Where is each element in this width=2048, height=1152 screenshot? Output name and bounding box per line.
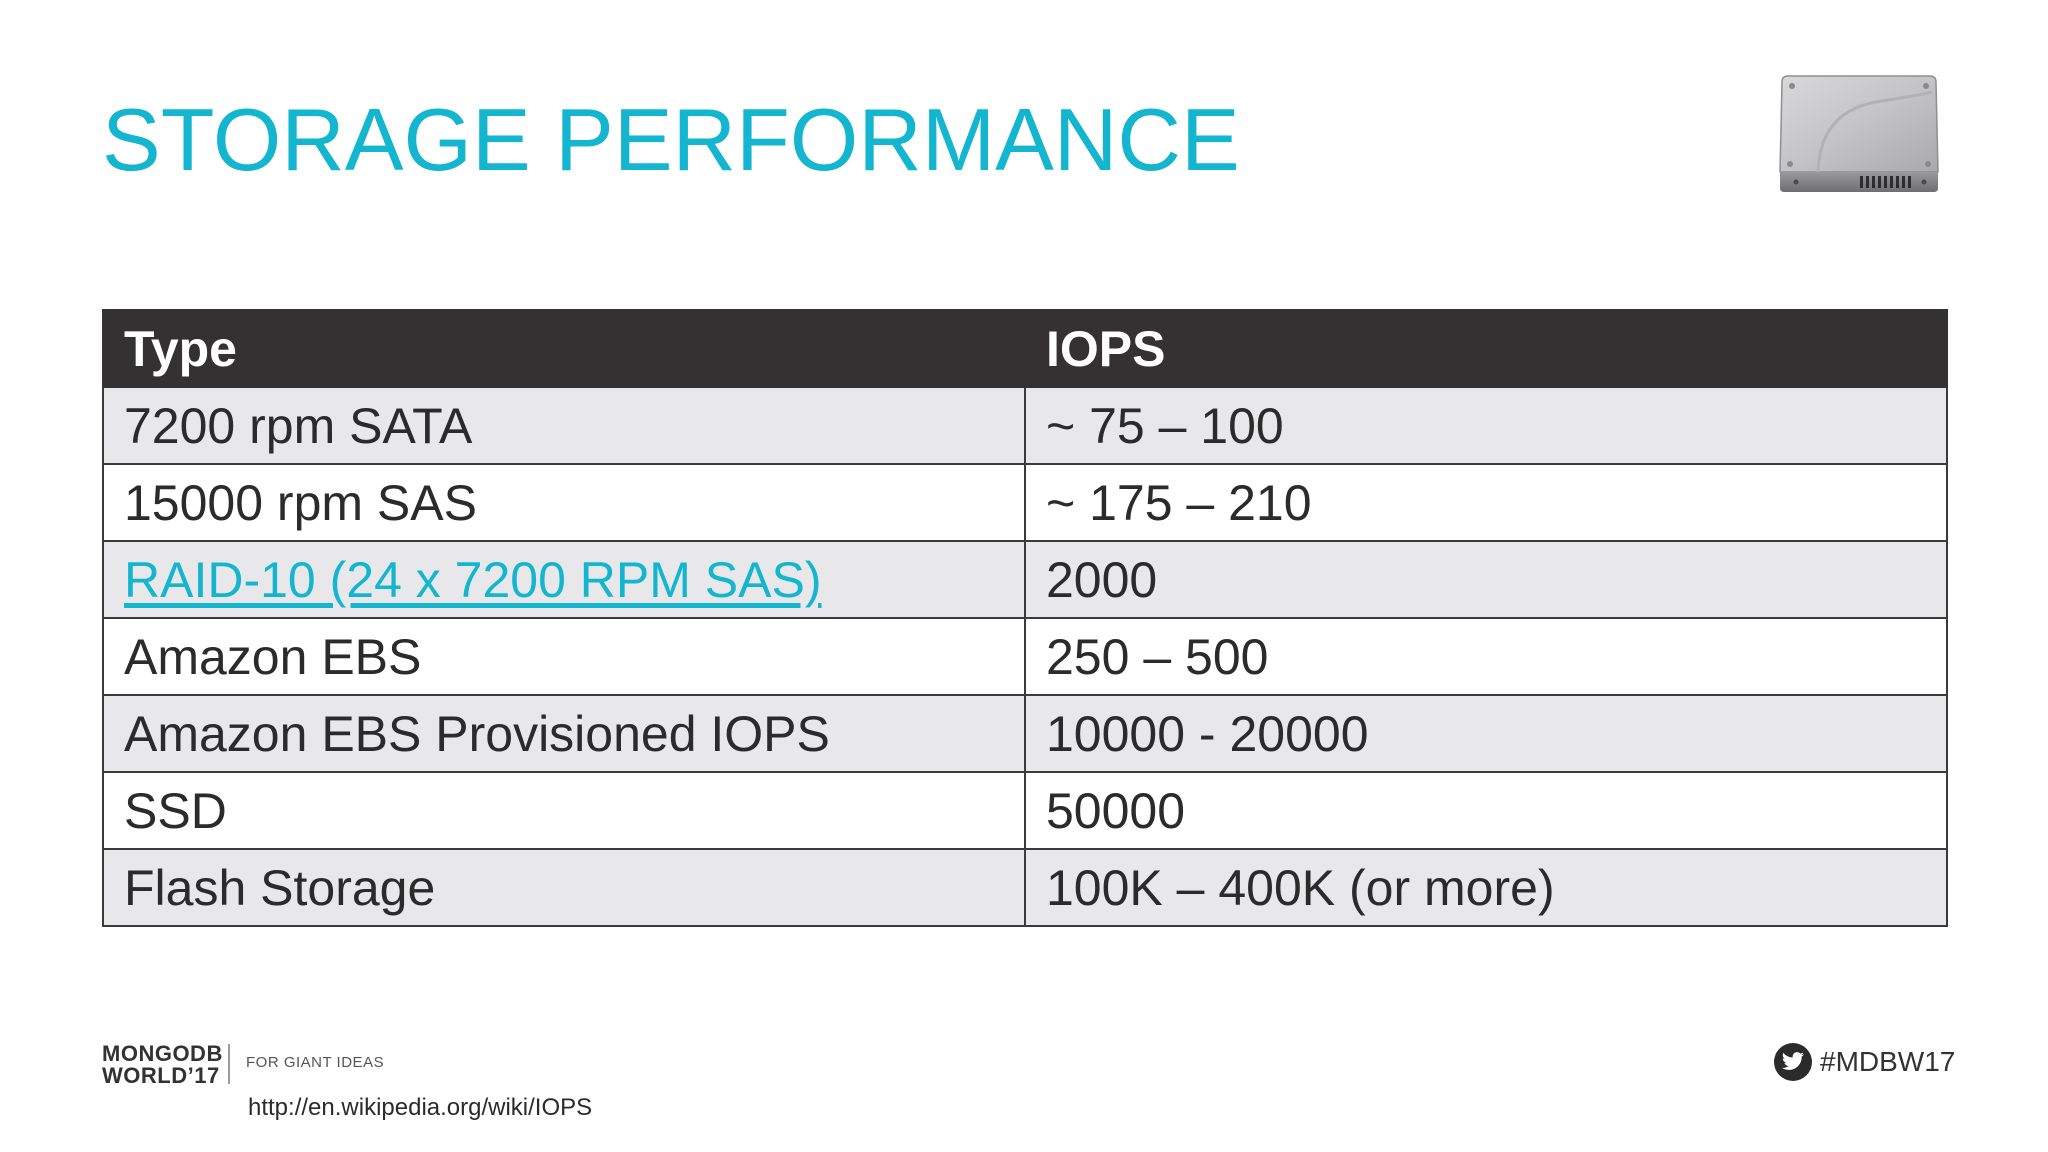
column-header-type: Type — [102, 309, 1026, 388]
table-row: Amazon EBS Provisioned IOPS 10000 - 2000… — [102, 694, 1948, 773]
source-url[interactable]: http://en.wikipedia.org/wiki/IOPS — [248, 1094, 593, 1121]
table-row: SSD 50000 — [102, 771, 1948, 850]
raid-10-link[interactable]: RAID-10 (24 x 7200 RPM SAS) — [124, 551, 822, 608]
cell-type: SSD — [102, 771, 1026, 850]
mongodb-world-logo: MONGODB WORLD’17 — [102, 1043, 223, 1087]
twitter-icon — [1774, 1043, 1812, 1081]
storage-performance-table: Type IOPS 7200 rpm SATA ~ 75 – 100 15000… — [102, 309, 1948, 927]
cell-type: RAID-10 (24 x 7200 RPM SAS) — [102, 540, 1026, 619]
table-row: 15000 rpm SAS ~ 175 – 210 — [102, 463, 1948, 542]
column-header-iops: IOPS — [1024, 309, 1948, 388]
logo-line-2: WORLD’17 — [102, 1063, 220, 1088]
cell-type: Amazon EBS Provisioned IOPS — [102, 694, 1026, 773]
cell-iops: 10000 - 20000 — [1024, 694, 1948, 773]
hashtag-group: #MDBW17 — [1774, 1043, 1955, 1081]
cell-iops: ~ 175 – 210 — [1024, 463, 1948, 542]
cell-type: Amazon EBS — [102, 617, 1026, 696]
cell-type: Flash Storage — [102, 848, 1026, 927]
cell-type: 15000 rpm SAS — [102, 463, 1026, 542]
footer-tagline: FOR GIANT IDEAS — [246, 1054, 385, 1071]
logo-line-1: MONGODB — [102, 1041, 223, 1066]
cell-iops: 50000 — [1024, 771, 1948, 850]
table-header-row: Type IOPS — [102, 309, 1948, 388]
cell-iops: 2000 — [1024, 540, 1948, 619]
table-row: Amazon EBS 250 – 500 — [102, 617, 1948, 696]
table-row: Flash Storage 100K – 400K (or more) — [102, 848, 1948, 927]
table-row: RAID-10 (24 x 7200 RPM SAS) 2000 — [102, 540, 1948, 619]
hashtag: #MDBW17 — [1820, 1046, 1956, 1077]
hard-drive-icon — [1779, 75, 1939, 192]
footer-divider — [228, 1044, 230, 1084]
cell-type: 7200 rpm SATA — [102, 386, 1026, 465]
slide-title: STORAGE PERFORMANCE — [102, 90, 1240, 189]
cell-iops: 100K – 400K (or more) — [1024, 848, 1948, 927]
cell-iops: ~ 75 – 100 — [1024, 386, 1948, 465]
table-row: 7200 rpm SATA ~ 75 – 100 — [102, 386, 1948, 465]
cell-iops: 250 – 500 — [1024, 617, 1948, 696]
